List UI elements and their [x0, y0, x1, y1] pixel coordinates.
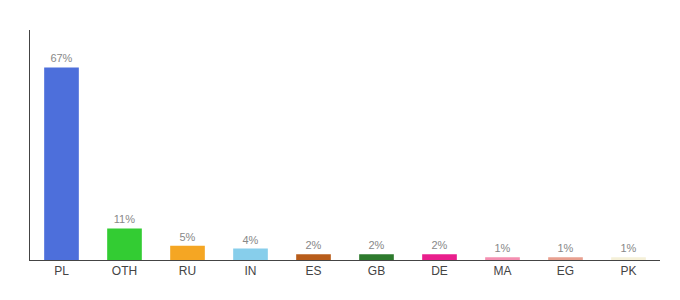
svg-text:4%: 4%: [242, 234, 258, 246]
svg-text:2%: 2%: [431, 239, 447, 251]
svg-text:GB: GB: [368, 264, 385, 278]
svg-text:2%: 2%: [368, 239, 384, 251]
svg-text:67%: 67%: [50, 52, 72, 64]
svg-text:PK: PK: [620, 264, 636, 278]
svg-text:DE: DE: [431, 264, 448, 278]
svg-text:1%: 1%: [620, 242, 636, 254]
svg-text:OTH: OTH: [112, 264, 137, 278]
svg-text:RU: RU: [179, 264, 196, 278]
svg-text:11%: 11%: [114, 213, 135, 225]
svg-text:PL: PL: [54, 264, 69, 278]
svg-text:EG: EG: [557, 264, 574, 278]
svg-text:ES: ES: [305, 264, 321, 278]
svg-text:2%: 2%: [305, 239, 321, 251]
svg-text:MA: MA: [494, 264, 512, 278]
svg-text:5%: 5%: [179, 231, 195, 243]
svg-text:1%: 1%: [494, 242, 510, 254]
svg-text:1%: 1%: [557, 242, 573, 254]
svg-text:IN: IN: [245, 264, 257, 278]
